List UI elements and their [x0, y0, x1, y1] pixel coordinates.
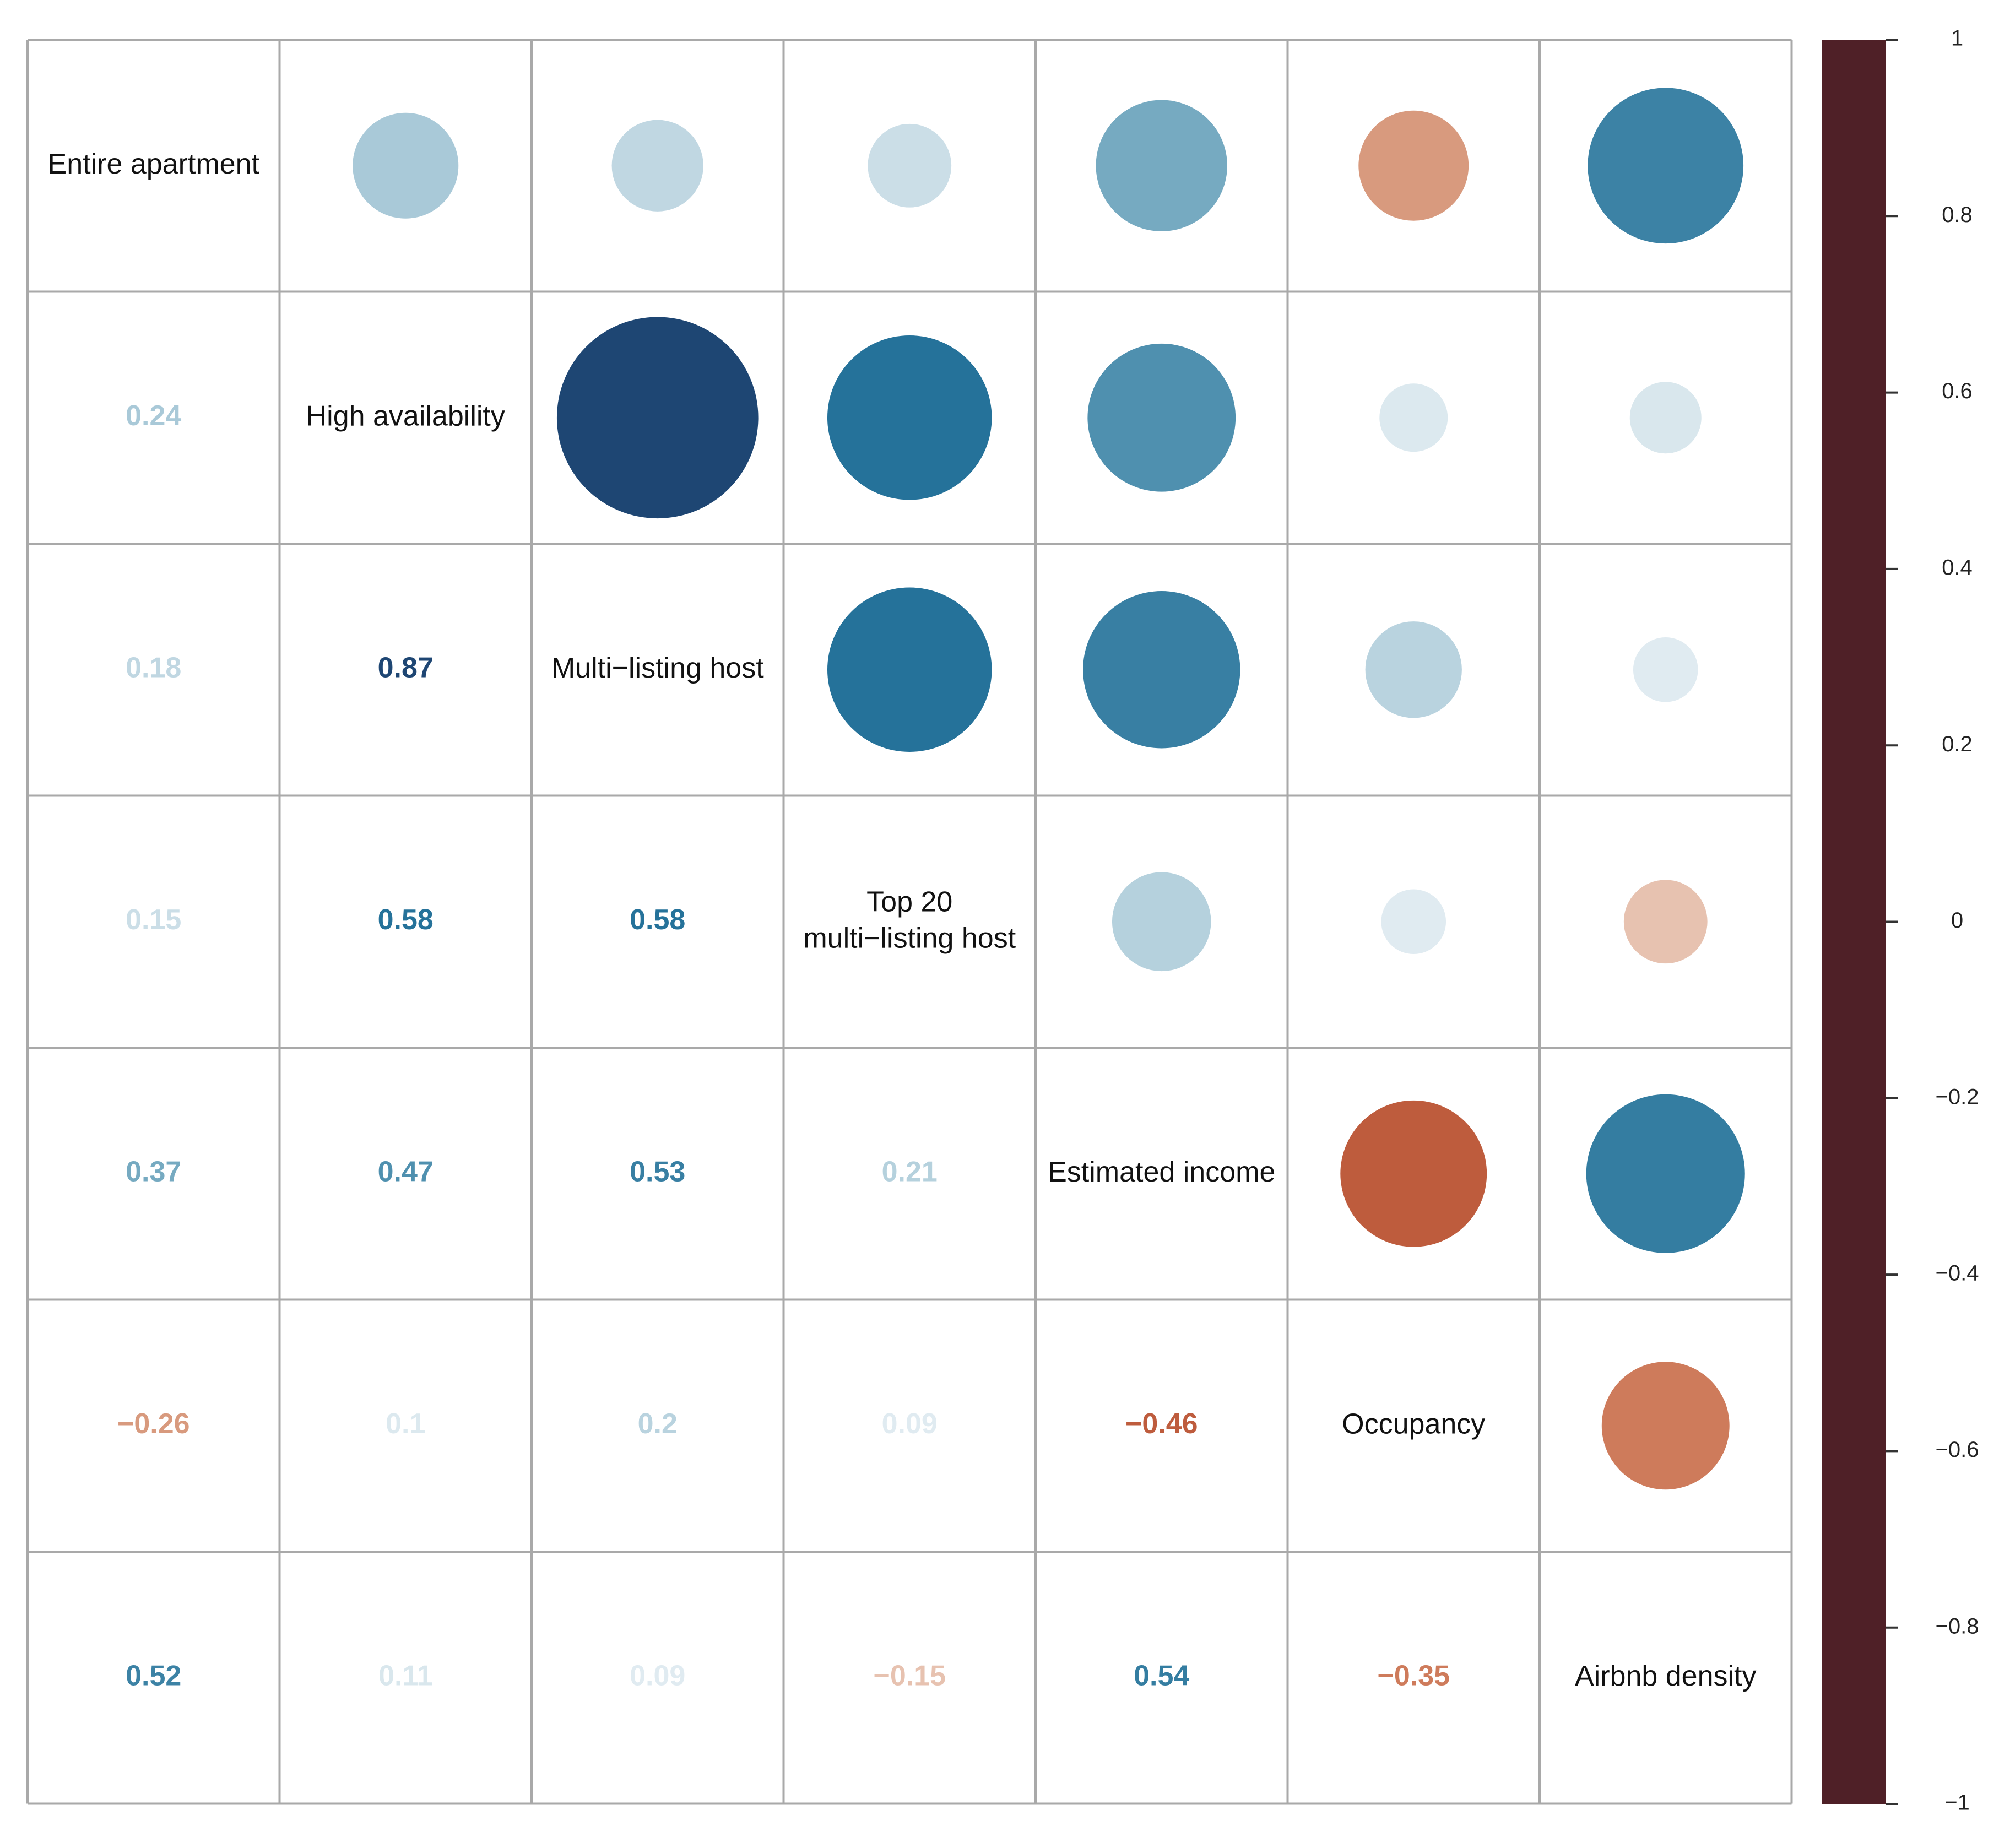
correlation-value: 0.09: [630, 1660, 685, 1692]
colorbar-tick-label: 0: [1951, 908, 1963, 933]
correlation-circle: [827, 587, 992, 752]
correlation-circle: [1096, 100, 1227, 231]
correlation-circle: [1087, 343, 1236, 492]
colorbar: 1 0.8 0.6 0.4 0.2 0 −0.2 −0.4 −0.6 −0.8 −1: [1822, 26, 1979, 1815]
correlation-value: 0.58: [378, 904, 434, 936]
correlation-value: 0.15: [126, 904, 181, 936]
colorbar-tick-label: 0.2: [1942, 732, 1973, 756]
correlation-circle: [556, 317, 759, 519]
correlation-value: 0.18: [126, 652, 181, 684]
correlation-circle: [1358, 110, 1469, 221]
correlation-circle: [1633, 637, 1698, 702]
diagonal-label: Occupancy: [1342, 1408, 1485, 1440]
grid-lines: [26, 39, 1793, 1805]
correlation-value: 0.2: [638, 1408, 678, 1440]
colorbar-tick-label: −0.2: [1936, 1085, 1979, 1109]
correlation-value: 0.54: [1134, 1660, 1189, 1692]
colorbar-gradient: [1822, 40, 1886, 1804]
correlation-value: 0.58: [630, 904, 685, 936]
correlation-value: 0.09: [882, 1408, 938, 1440]
correlation-circle: [1083, 591, 1240, 749]
colorbar-tick-label: 0.4: [1942, 555, 1973, 579]
correlation-circle: [353, 112, 459, 219]
diagonal-label: Multi−listing host: [551, 652, 764, 684]
colorbar-tick-label: −0.4: [1936, 1261, 1979, 1286]
diagonal-label: Airbnb density: [1575, 1660, 1757, 1692]
correlation-value: 0.53: [630, 1156, 685, 1188]
correlation-circle: [1340, 1100, 1487, 1247]
correlation-circle: [1601, 1362, 1730, 1490]
correlation-circle: [1112, 872, 1211, 972]
colorbar-tick-label: −1: [1944, 1791, 1970, 1815]
correlation-value: 0.47: [378, 1156, 434, 1188]
colorbar-tick-label: −0.8: [1936, 1614, 1979, 1638]
correlation-value: 0.1: [386, 1408, 425, 1440]
correlation-circle: [1629, 382, 1702, 454]
correlation-circle: [1586, 1094, 1745, 1253]
correlation-value: 0.24: [126, 400, 181, 432]
correlation-value: −0.46: [1125, 1408, 1198, 1440]
correlation-value: −0.35: [1377, 1660, 1450, 1692]
correlation-value: −0.26: [117, 1408, 190, 1440]
correlation-circle: [827, 335, 992, 500]
correlation-value: −0.15: [873, 1660, 946, 1692]
correlation-circle: [1381, 889, 1446, 955]
correlation-value: 0.52: [126, 1660, 181, 1692]
correlation-circle: [868, 123, 952, 208]
correlation-circle: [1379, 383, 1448, 452]
correlation-circle: [611, 120, 703, 212]
correlation-value: 0.37: [126, 1156, 181, 1188]
matrix-cells: Entire apartment 0.24 High availability 0.1…: [48, 88, 1757, 1692]
diagonal-label: High availability: [306, 400, 505, 432]
correlation-circle: [1588, 88, 1744, 244]
diagonal-label: Top 20 multi−listing host: [803, 886, 1016, 954]
correlation-value: 0.87: [378, 652, 434, 684]
colorbar-tick-label: −0.6: [1936, 1438, 1979, 1462]
colorbar-tick-label: 1: [1951, 26, 1963, 51]
diagonal-label: Entire apartment: [48, 148, 260, 180]
colorbar-tick-label: 0.6: [1942, 379, 1973, 403]
correlation-value: 0.21: [882, 1156, 938, 1188]
correlation-value: 0.11: [378, 1660, 432, 1692]
colorbar-tick-label: 0.8: [1942, 203, 1973, 227]
correlation-circle: [1365, 621, 1462, 718]
correlation-circle: [1623, 880, 1708, 964]
diagonal-label: Estimated income: [1048, 1156, 1275, 1188]
